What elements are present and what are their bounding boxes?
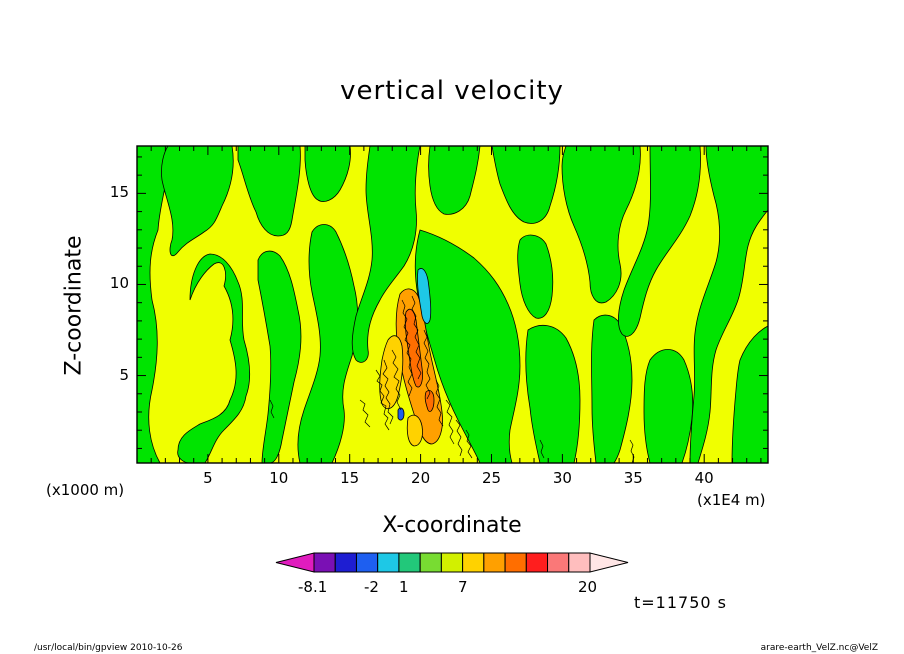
x-tick-label: 35 [623,469,643,487]
colorbar-segment [440,552,464,573]
colorbar-segment [398,552,421,573]
footer-source-file: arare-earth_VelZ.nc@VelZ [760,643,878,653]
x-tick-label: 25 [481,469,502,487]
y-tick-label: 15 [109,183,129,202]
y-tick-label: 5 [119,365,129,384]
colorbar-segment [547,552,570,573]
chart-title: vertical velocity [340,76,564,106]
x-scale-label: (x1E4 m) [697,491,766,509]
x-tick-label: 15 [340,469,360,487]
colorbar-segment [568,552,591,573]
colorbar-tick-label: -2 [364,578,379,596]
x-axis-label: X-coordinate [382,513,522,538]
colorbar-segment [525,552,549,573]
plot-frame [136,145,769,464]
colorbar [275,552,629,573]
x-tick-label: 10 [269,469,289,487]
colorbar-segment [313,552,336,573]
colorbar-segment [483,552,506,573]
x-tick-label: 20 [411,469,431,487]
contour-field [137,146,768,463]
colorbar-segment [504,552,527,573]
x-unit-label: (x1000 m) [46,481,125,499]
colorbar-upper-extension [589,552,629,573]
colorbar-lower-extension [275,552,315,573]
x-tick-label: 40 [694,469,714,487]
colorbar-segment [334,552,357,573]
x-tick-label: 5 [203,469,213,487]
y-tick-label: 10 [109,274,129,293]
colorbar-tick-label: 20 [578,578,598,596]
x-tick-label: 30 [552,469,572,487]
footer-program-date: /usr/local/bin/gpview 2010-10-26 [34,643,183,653]
y-axis-label: Z-coordinate [61,235,87,376]
colorbar-segment [419,552,442,573]
time-label: t=11750 s [634,593,727,612]
colorbar-segment [377,552,400,573]
colorbar-segment [355,552,379,573]
colorbar-tick-label: 1 [399,578,409,596]
colorbar-segment [462,552,485,573]
colorbar-tick-label: -8.1 [298,578,328,596]
colorbar-tick-label: 7 [458,578,468,596]
axis-ticks [137,146,768,463]
